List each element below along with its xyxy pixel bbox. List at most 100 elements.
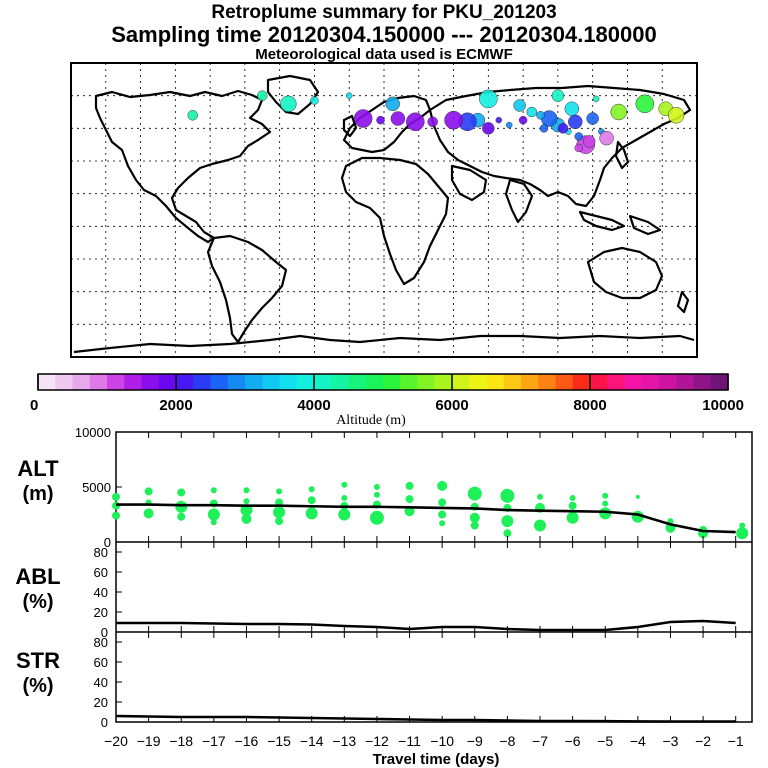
colorbar-cell <box>641 374 660 390</box>
alt-point <box>467 486 482 501</box>
map-plume-point <box>406 112 425 132</box>
map-plume-point <box>310 96 319 105</box>
colorbar-cell <box>193 374 211 390</box>
alt-panel: 10000 5000 0 <box>75 425 749 550</box>
alt-point <box>307 496 316 505</box>
colorbar-cell <box>486 374 505 390</box>
map-plume-point <box>479 89 498 109</box>
colorbar-cell <box>210 374 229 390</box>
str-tick-label: 80 <box>94 635 108 650</box>
alt-point <box>308 486 315 493</box>
map-plume-points <box>187 89 685 154</box>
colorbar-cell <box>279 374 298 390</box>
alt-point <box>568 501 577 510</box>
x-tick-label: −15 <box>267 733 291 749</box>
alt-point <box>439 520 446 527</box>
alt-point <box>275 498 284 507</box>
alt-point <box>341 495 348 501</box>
panels-frame <box>115 431 753 723</box>
alt-point <box>438 498 447 507</box>
colorbar-cell <box>141 374 160 390</box>
map-plume-point <box>345 92 353 99</box>
colorbar-cell <box>245 374 263 390</box>
x-tick-label: −11 <box>398 733 421 749</box>
alt-point <box>503 529 512 538</box>
colorbar-cell <box>521 374 539 390</box>
colorbar-tick-label: 6000 <box>435 397 468 414</box>
abl-line <box>116 619 736 632</box>
colorbar-ticks: 0 2000 4000 6000 8000 10000 <box>30 374 744 414</box>
alt-point <box>112 511 120 520</box>
colorbar-cell <box>555 374 574 390</box>
map-plume-point <box>280 95 297 113</box>
colorbar-cell <box>38 374 56 390</box>
str-unit: (%) <box>22 675 53 697</box>
colorbar-cell <box>452 374 470 390</box>
alt-point <box>500 488 515 503</box>
map-plume-point <box>187 110 198 121</box>
alt-point <box>177 488 186 497</box>
map-plume-point <box>385 96 400 112</box>
map-plume-point <box>586 112 599 125</box>
colorbar-cell <box>124 374 142 390</box>
map-plume-point <box>495 116 503 124</box>
alt-point <box>305 507 318 520</box>
colorbar-cell <box>469 374 487 390</box>
abl-tick-label: 80 <box>94 545 108 560</box>
x-axis-label: Travel time (days) <box>373 751 500 768</box>
map-plume-point <box>526 106 538 118</box>
alt-tick-label: 5000 <box>82 480 111 495</box>
colorbar-cell <box>659 374 677 390</box>
str-tick-label: 40 <box>94 675 108 690</box>
colorbar-cells <box>38 374 729 390</box>
str-label: STR <box>16 648 60 673</box>
x-tick-label: −9 <box>467 733 483 749</box>
x-tick-label: −4 <box>630 733 646 749</box>
colorbar-cell <box>176 374 194 390</box>
alt-point <box>566 511 579 524</box>
alt-point <box>469 512 480 523</box>
colorbar-tick-label: 2000 <box>159 397 192 414</box>
x-tick-label: −18 <box>169 733 193 749</box>
colorbar-cell <box>262 374 280 390</box>
x-tick-label: −10 <box>430 733 454 749</box>
x-tick-label: −17 <box>202 733 226 749</box>
alt-point <box>437 480 448 491</box>
alt-point <box>373 491 380 498</box>
x-tick-label: −3 <box>662 733 678 749</box>
x-tick-label: −2 <box>695 733 711 749</box>
map-plume-point <box>536 111 545 120</box>
str-tick-label: 0 <box>101 715 108 730</box>
colorbar: 0 2000 4000 6000 8000 10000 Altitude (m) <box>30 373 744 428</box>
x-tick-label: −16 <box>235 733 259 749</box>
alt-point <box>602 492 609 499</box>
alt-point <box>112 492 120 501</box>
alt-point <box>243 498 250 505</box>
colorbar-cell <box>72 374 91 390</box>
alt-tick-label: 0 <box>104 535 111 550</box>
map-plume-point <box>353 109 373 128</box>
alt-point <box>373 484 380 490</box>
colorbar-cell <box>227 374 246 390</box>
alt-point <box>534 519 546 532</box>
str-panel: 80 60 40 20 0 <box>94 635 736 730</box>
x-axis: −20 −19 −18 −17 −16 −15 −14 −13 −12 −11 −10 −9 −8 −7−… <box>104 432 744 749</box>
colorbar-cell <box>348 374 367 390</box>
x-tick-label: −13 <box>332 733 356 749</box>
alt-point <box>438 510 447 519</box>
map-plume-point <box>390 111 406 126</box>
alt-point <box>470 521 479 530</box>
colorbar-cell <box>434 374 453 390</box>
alt-point <box>273 506 286 519</box>
map-plume-point <box>667 107 685 124</box>
colorbar-cell <box>710 374 729 390</box>
time-panels: ALT (m) ABL (%) STR (%) 10000 5000 0 80 60 4… <box>15 425 753 768</box>
colorbar-cell <box>89 374 108 390</box>
alt-point <box>635 494 640 499</box>
colorbar-cell <box>417 374 436 390</box>
x-tick-label: −5 <box>597 733 613 749</box>
alt-median-line <box>116 503 736 534</box>
x-tick-label: −19 <box>137 733 161 749</box>
alt-point <box>338 508 351 521</box>
